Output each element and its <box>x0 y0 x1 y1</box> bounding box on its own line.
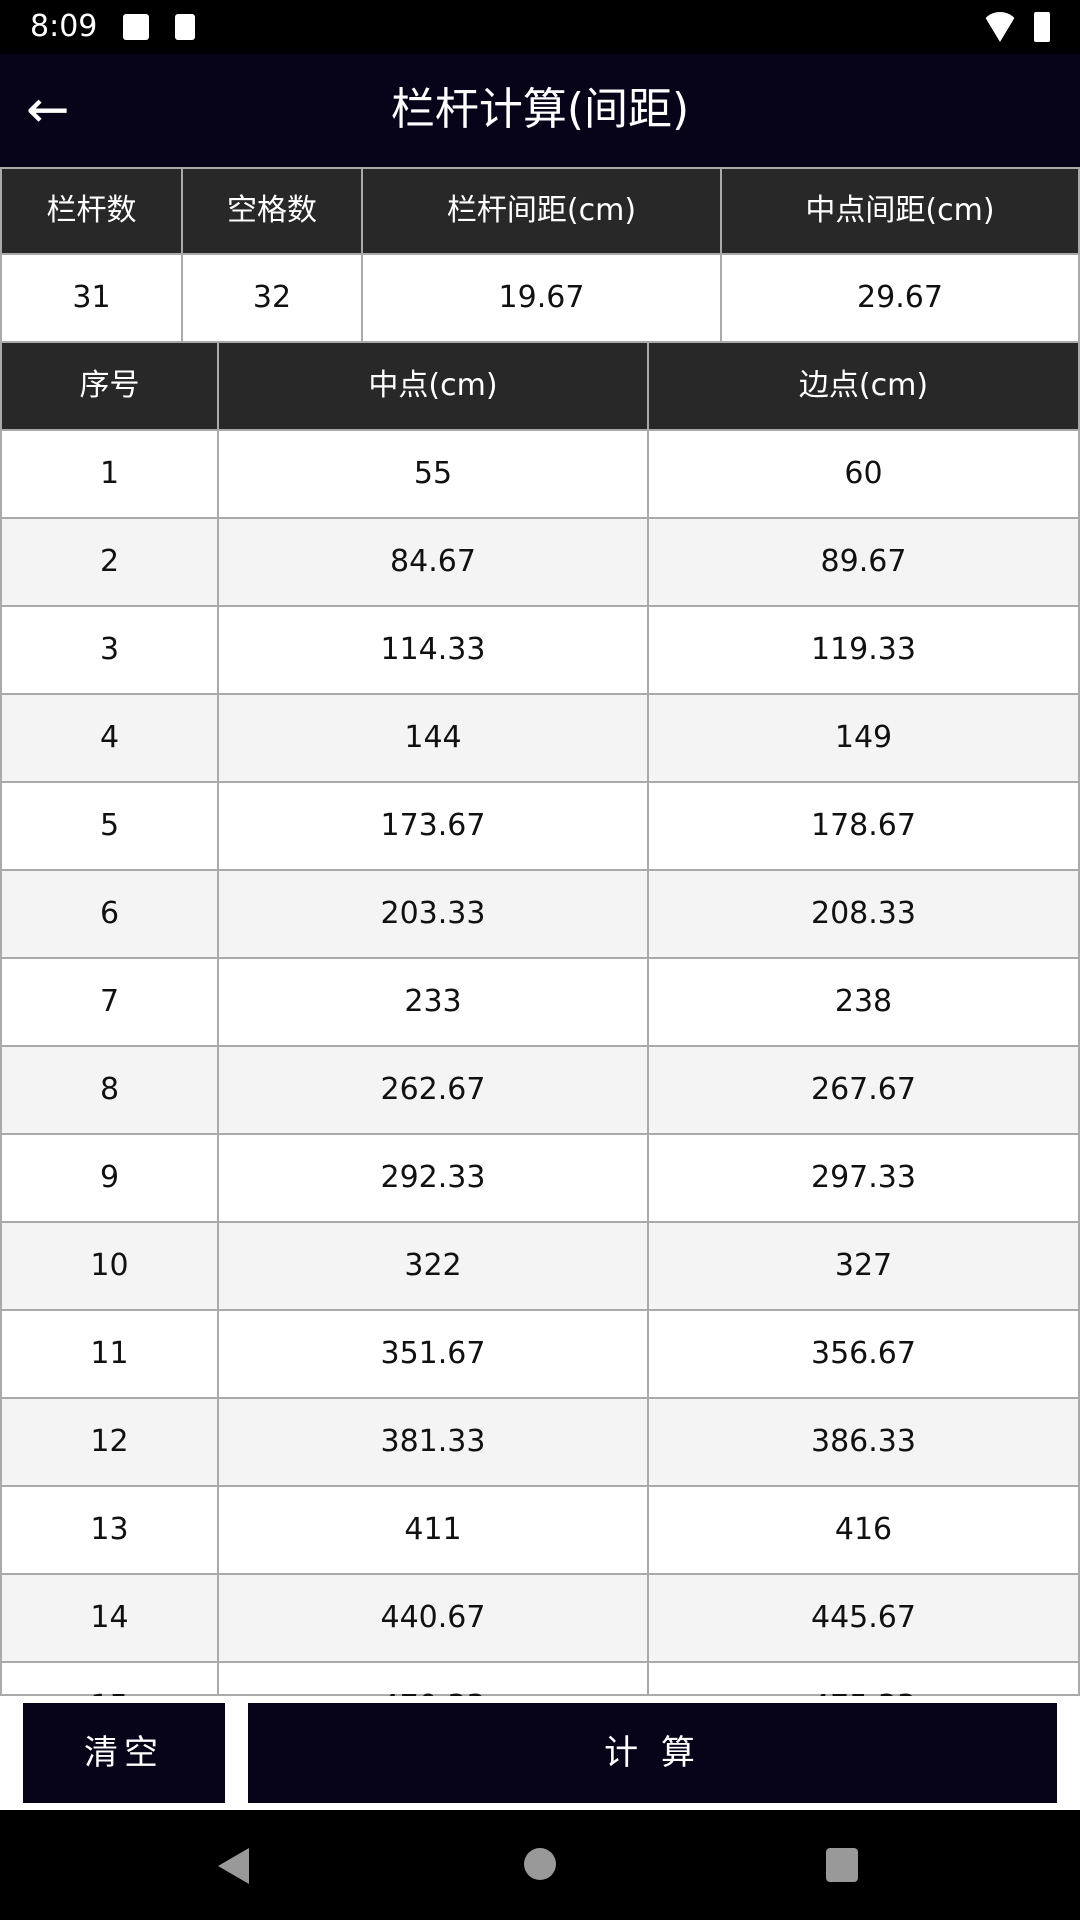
cell-midpoint: 292.33 <box>219 1135 649 1223</box>
cell-edge-point: 238 <box>649 959 1080 1047</box>
cell-edge-point: 356.67 <box>649 1311 1080 1399</box>
cell-midpoint: 440.67 <box>219 1575 649 1663</box>
table-row: 6 203.33 208.33 <box>0 871 1080 959</box>
image-icon <box>123 14 150 40</box>
cell-index: 9 <box>2 1135 219 1223</box>
cell-index: 6 <box>2 871 219 959</box>
cell-index: 4 <box>2 695 219 783</box>
cell-midpoint: 84.67 <box>219 519 649 607</box>
page-title: 栏杆计算(间距) <box>390 84 690 136</box>
summary-table: 栏杆数 空格数 栏杆间距(cm) 中点间距(cm) 31 32 19.67 29… <box>0 167 1080 343</box>
cell-midpoint: 173.67 <box>219 783 649 871</box>
cell-edge-point: 119.33 <box>649 607 1080 695</box>
header-midpoint-spacing: 中点间距(cm) <box>722 167 1080 255</box>
cell-midpoint: 233 <box>219 959 649 1047</box>
status-bar: 8:09 <box>0 0 1080 54</box>
cell-index: 10 <box>2 1223 219 1311</box>
cell-midpoint: 351.67 <box>219 1311 649 1399</box>
status-time: 8:09 <box>30 9 98 44</box>
cell-edge-point: 60 <box>649 431 1080 519</box>
home-nav-icon[interactable] <box>524 1848 556 1880</box>
results-header-row: 序号 中点(cm) 边点(cm) <box>0 343 1080 431</box>
header-railing-spacing: 栏杆间距(cm) <box>363 167 722 255</box>
table-row: 13 411 416 <box>0 1487 1080 1575</box>
cell-edge-point: 475.33 <box>649 1663 1080 1724</box>
back-nav-icon[interactable] <box>218 1848 249 1884</box>
cell-index: 11 <box>2 1311 219 1399</box>
gap-count: 32 <box>183 255 363 343</box>
cell-index: 3 <box>2 607 219 695</box>
cell-edge-point: 297.33 <box>649 1135 1080 1223</box>
cell-midpoint: 55 <box>219 431 649 519</box>
calculate-button[interactable]: 计 算 <box>248 1703 1057 1803</box>
summary-values-row: 31 32 19.67 29.67 <box>0 255 1080 343</box>
bottom-actions: 清空 计 算 <box>0 1696 1080 1810</box>
table-row: 14 440.67 445.67 <box>0 1575 1080 1663</box>
cell-edge-point: 267.67 <box>649 1047 1080 1135</box>
railing-spacing: 19.67 <box>363 255 722 343</box>
a11y-font-icon <box>175 14 196 40</box>
table-row: 4 144 149 <box>0 695 1080 783</box>
cell-index: 5 <box>2 783 219 871</box>
clear-button[interactable]: 清空 <box>23 1703 225 1803</box>
table-row: 7 233 238 <box>0 959 1080 1047</box>
table-row: 2 84.67 89.67 <box>0 519 1080 607</box>
cell-midpoint: 411 <box>219 1487 649 1575</box>
header-gap-count: 空格数 <box>183 167 363 255</box>
cell-index: 2 <box>2 519 219 607</box>
cell-index: 1 <box>2 431 219 519</box>
cell-edge-point: 386.33 <box>649 1399 1080 1487</box>
table-row: 9 292.33 297.33 <box>0 1135 1080 1223</box>
header-edge-point: 边点(cm) <box>649 343 1080 431</box>
header-midpoint: 中点(cm) <box>219 343 649 431</box>
cell-midpoint: 114.33 <box>219 607 649 695</box>
results-list[interactable]: 序号 中点(cm) 边点(cm) 1 55 60 2 84.67 89.67 3 114.33… <box>0 343 1080 1724</box>
app-bar: ← 栏杆计算(间距) <box>0 54 1080 167</box>
table-row: 15470.33475.33 <box>0 1663 1080 1724</box>
cell-edge-point: 445.67 <box>649 1575 1080 1663</box>
table-row: 8 262.67 267.67 <box>0 1047 1080 1135</box>
cell-index: 14 <box>2 1575 219 1663</box>
table-row: 11 351.67 356.67 <box>0 1311 1080 1399</box>
cell-midpoint: 144 <box>219 695 649 783</box>
table-row: 1 55 60 <box>0 431 1080 519</box>
table-row: 5 173.67 178.67 <box>0 783 1080 871</box>
table-row: 10 322 327 <box>0 1223 1080 1311</box>
cell-midpoint: 262.67 <box>219 1047 649 1135</box>
cell-midpoint: 203.33 <box>219 871 649 959</box>
cell-index: 12 <box>2 1399 219 1487</box>
midpoint-spacing: 29.67 <box>722 255 1080 343</box>
cell-edge-point: 208.33 <box>649 871 1080 959</box>
cell-midpoint: 322 <box>219 1223 649 1311</box>
navigation-bar <box>0 1810 1080 1920</box>
cell-edge-point: 89.67 <box>649 519 1080 607</box>
recents-nav-icon[interactable] <box>826 1848 858 1882</box>
cell-index: 8 <box>2 1047 219 1135</box>
cell-edge-point: 149 <box>649 695 1080 783</box>
cell-index: 15 <box>2 1663 219 1724</box>
header-railing-count: 栏杆数 <box>2 167 183 255</box>
table-row: 3 114.33 119.33 <box>0 607 1080 695</box>
cell-index: 13 <box>2 1487 219 1575</box>
cell-index: 7 <box>2 959 219 1047</box>
arrow-left-icon[interactable]: ← <box>26 80 70 140</box>
cell-edge-point: 327 <box>649 1223 1080 1311</box>
cell-midpoint: 381.33 <box>219 1399 649 1487</box>
cell-edge-point: 178.67 <box>649 783 1080 871</box>
table-row: 12 381.33 386.33 <box>0 1399 1080 1487</box>
cell-midpoint: 470.33 <box>219 1663 649 1724</box>
wifi-icon <box>982 12 1018 42</box>
railing-count: 31 <box>2 255 183 343</box>
cell-edge-point: 416 <box>649 1487 1080 1575</box>
summary-header-row: 栏杆数 空格数 栏杆间距(cm) 中点间距(cm) <box>0 167 1080 255</box>
battery-charging-icon <box>1034 12 1050 42</box>
header-index: 序号 <box>2 343 219 431</box>
